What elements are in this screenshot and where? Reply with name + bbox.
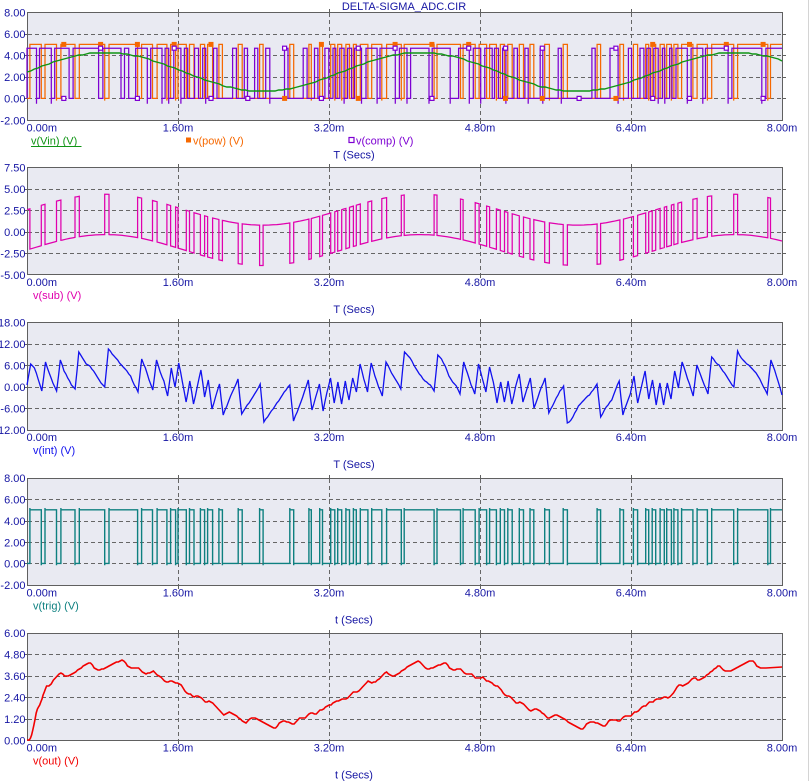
svg-text:v(comp) (V): v(comp) (V) (356, 136, 413, 148)
svg-text:1.60m: 1.60m (163, 743, 194, 755)
svg-text:3.20m: 3.20m (314, 587, 345, 599)
svg-text:3.60: 3.60 (4, 671, 25, 683)
svg-text:6.40m: 6.40m (616, 743, 647, 755)
svg-text:-5.00: -5.00 (0, 270, 25, 282)
svg-text:v(sub) (V): v(sub) (V) (33, 290, 81, 302)
svg-text:1.60m: 1.60m (163, 587, 194, 599)
svg-text:2.00: 2.00 (4, 537, 25, 549)
svg-text:0.00: 0.00 (4, 94, 25, 106)
svg-text:8.00m: 8.00m (767, 277, 798, 289)
svg-text:3.20m: 3.20m (314, 743, 345, 755)
svg-text:6.40m: 6.40m (616, 277, 647, 289)
svg-text:v(out) (V): v(out) (V) (33, 756, 79, 768)
svg-text:6.00: 6.00 (4, 628, 25, 640)
svg-text:0.00: 0.00 (4, 227, 25, 239)
svg-text:T (Secs): T (Secs) (333, 304, 374, 316)
svg-text:t (Secs): t (Secs) (335, 614, 373, 626)
svg-text:-6.00: -6.00 (0, 404, 25, 416)
svg-text:1.60m: 1.60m (163, 432, 194, 444)
svg-text:6.40m: 6.40m (616, 432, 647, 444)
svg-text:18.00: 18.00 (0, 318, 26, 330)
svg-text:8.00: 8.00 (4, 473, 25, 485)
svg-text:4.80m: 4.80m (465, 123, 496, 135)
svg-text:5.00: 5.00 (4, 184, 25, 196)
svg-text:0.00m: 0.00m (27, 123, 58, 135)
svg-text:4.80m: 4.80m (465, 743, 496, 755)
svg-text:4.00: 4.00 (4, 516, 25, 528)
svg-text:1.60m: 1.60m (163, 123, 194, 135)
svg-text:v(trig) (V): v(trig) (V) (33, 600, 79, 612)
svg-text:1.60m: 1.60m (163, 277, 194, 289)
svg-text:0.00m: 0.00m (27, 743, 58, 755)
svg-text:v(Vin) (V): v(Vin) (V) (31, 136, 77, 148)
svg-text:6.00: 6.00 (4, 29, 25, 41)
svg-text:2.50: 2.50 (4, 205, 25, 217)
svg-text:8.00m: 8.00m (767, 123, 798, 135)
svg-text:4.80m: 4.80m (465, 587, 496, 599)
svg-text:6.00: 6.00 (4, 494, 25, 506)
svg-text:-2.50: -2.50 (0, 248, 25, 260)
svg-text:3.20m: 3.20m (314, 123, 345, 135)
svg-text:0.00: 0.00 (4, 559, 25, 571)
svg-text:-2.00: -2.00 (0, 580, 25, 592)
svg-text:4.00: 4.00 (4, 51, 25, 63)
svg-text:8.00m: 8.00m (767, 743, 798, 755)
svg-text:0.00: 0.00 (4, 735, 25, 747)
svg-text:6.40m: 6.40m (616, 123, 647, 135)
svg-text:0.00m: 0.00m (27, 277, 58, 289)
svg-text:4.80: 4.80 (4, 650, 25, 662)
svg-text:2.40: 2.40 (4, 693, 25, 705)
svg-text:v(int) (V): v(int) (V) (33, 445, 75, 457)
svg-text:0.00m: 0.00m (27, 587, 58, 599)
svg-text:6.40m: 6.40m (616, 587, 647, 599)
svg-text:4.80m: 4.80m (465, 432, 496, 444)
svg-text:2.00: 2.00 (4, 72, 25, 84)
svg-text:6.00: 6.00 (4, 361, 25, 373)
svg-text:1.20: 1.20 (4, 714, 25, 726)
svg-text:-12.00: -12.00 (0, 425, 26, 437)
svg-text:12.00: 12.00 (0, 339, 26, 351)
svg-text:8.00m: 8.00m (767, 587, 798, 599)
svg-text:8.00m: 8.00m (767, 432, 798, 444)
svg-text:t (Secs): t (Secs) (335, 770, 373, 781)
svg-text:7.50: 7.50 (4, 163, 25, 175)
svg-text:3.20m: 3.20m (314, 432, 345, 444)
svg-text:0.00m: 0.00m (27, 432, 58, 444)
svg-text:3.20m: 3.20m (314, 277, 345, 289)
svg-text:8.00: 8.00 (4, 7, 25, 19)
svg-text:v(pow) (V): v(pow) (V) (193, 136, 244, 148)
svg-text:DELTA-SIGMA_ADC.CIR: DELTA-SIGMA_ADC.CIR (342, 1, 466, 13)
svg-text:0.00: 0.00 (4, 382, 25, 394)
svg-text:T (Secs): T (Secs) (333, 459, 374, 471)
svg-text:T (Secs): T (Secs) (333, 150, 374, 162)
svg-text:-2.00: -2.00 (0, 115, 25, 127)
svg-text:4.80m: 4.80m (465, 277, 496, 289)
